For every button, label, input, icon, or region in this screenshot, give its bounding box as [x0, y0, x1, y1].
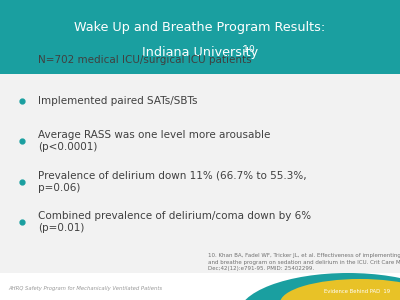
Ellipse shape [280, 279, 400, 300]
Text: N=702 medical ICU/surgical ICU patients: N=702 medical ICU/surgical ICU patients [38, 55, 252, 65]
Text: Wake Up and Breathe Program Results:: Wake Up and Breathe Program Results: [74, 21, 326, 34]
Text: Prevalence of delirium down 11% (66.7% to 55.3%,
p=0.06): Prevalence of delirium down 11% (66.7% t… [38, 170, 307, 193]
Text: Combined prevalence of delirium/coma down by 6%
(p=0.01): Combined prevalence of delirium/coma dow… [38, 211, 311, 233]
Ellipse shape [238, 273, 400, 300]
Text: Evidence Behind PAD  19: Evidence Behind PAD 19 [324, 289, 390, 294]
Text: 10. Khan BA, Fadel WF, Tricker JL, et al. Effectiveness of implementing a wake u: 10. Khan BA, Fadel WF, Tricker JL, et al… [208, 254, 400, 271]
Text: Implemented paired SATs/SBTs: Implemented paired SATs/SBTs [38, 95, 198, 106]
Text: AHRQ Safety Program for Mechanically Ventilated Patients: AHRQ Safety Program for Mechanically Ven… [8, 286, 162, 291]
Bar [0, 273, 400, 300]
Text: Indiana University: Indiana University [142, 46, 258, 59]
Bar [0, 0, 400, 74]
Text: Average RASS was one level more arousable
(p<0.0001): Average RASS was one level more arousabl… [38, 130, 270, 152]
Text: $^{10}$: $^{10}$ [145, 45, 255, 61]
